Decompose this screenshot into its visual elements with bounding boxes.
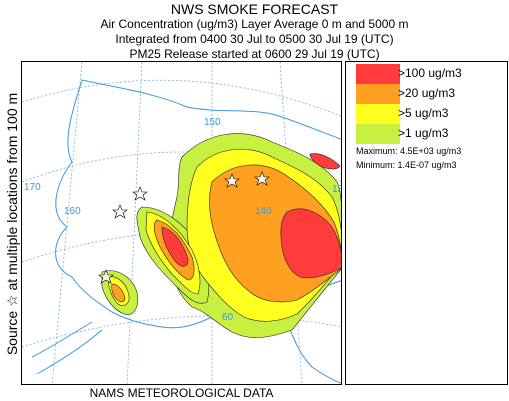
lat-label-60: 60 [222,312,234,323]
smoke-plume-100ug [161,153,341,279]
legend-swatch-20 [356,84,400,104]
legend-maximum: Maximum: 4.5E+03 ug/m3 [356,146,462,156]
subtitle-integration-period: Integrated from 0400 30 Jul to 0500 30 J… [115,32,394,46]
source-star-icon [224,173,240,188]
parallel-65 [22,151,341,183]
smoke-map: 170 160 150 140 130 60 [21,61,342,385]
aleutian-chain [31,321,103,375]
longitude-labels: 170 160 150 140 130 60 [24,117,342,323]
north-coast [81,79,341,140]
page-title: NWS SMOKE FORECAST [170,1,339,17]
lon-label-140: 140 [255,206,272,217]
west-coast [55,79,163,328]
legend-swatch-1 [356,124,400,144]
source-location-label: Source ☆ at multiple locations from 100 … [4,92,20,356]
lon-label-130: 130 [332,184,342,195]
lon-label-150: 150 [204,117,221,128]
legend-label-20: >20 ug/m3 [398,86,456,100]
legend-label-1: >1 ug/m3 [398,126,449,140]
lon-label-170: 170 [24,182,41,193]
map-canvas: 170 160 150 140 130 60 [22,62,342,384]
legend-swatch-5 [356,104,400,124]
source-markers [98,171,270,284]
subtitle-concentration: Air Concentration (ug/m3) Layer Average … [100,17,409,31]
lon-label-160: 160 [64,206,81,217]
legend-panel: >100 ug/m3 >20 ug/m3 >5 ug/m3 >1 ug/m3 M… [345,61,508,385]
source-star-icon [112,204,128,219]
source-star-icon [254,171,270,186]
legend-label-100: >100 ug/m3 [398,66,462,80]
subtitle-release-start: PM25 Release started at 0600 29 Jul 19 (… [129,47,380,61]
meridian-170 [51,62,83,384]
footer-data-source: NAMS METEOROLOGICAL DATA [89,386,274,400]
source-star-icon [132,186,148,201]
parallel-70 [22,79,341,117]
legend-minimum: Minimum: 1.4E-07 ug/m3 [356,160,457,170]
legend-swatch-100 [356,64,400,84]
legend-label-5: >5 ug/m3 [398,106,449,120]
source-star-icon [98,269,114,284]
